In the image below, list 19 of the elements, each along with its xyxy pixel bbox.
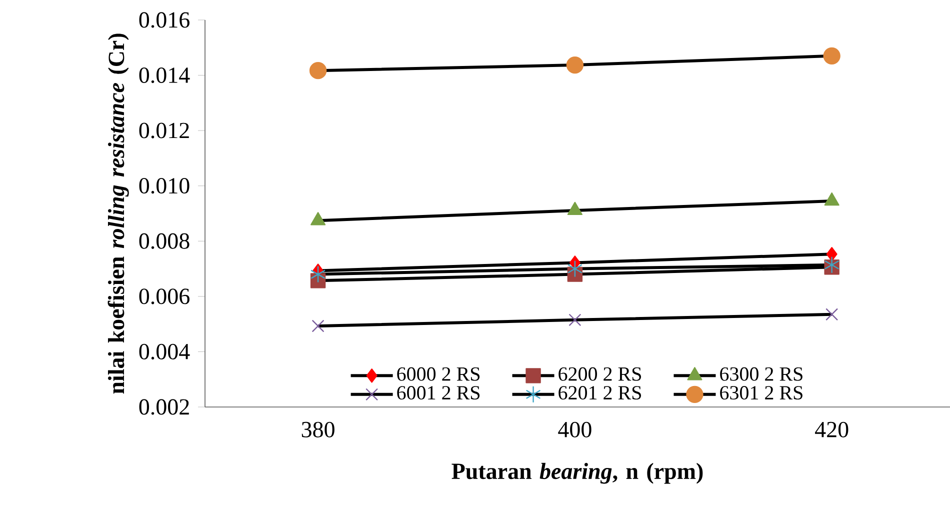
y-tick-label: 0.016: [139, 12, 190, 28]
legend-label: 6200 2 RS: [558, 367, 641, 381]
y-axis-title: nilai koefisien rolling resistance (Cr): [108, 34, 129, 394]
y-tick-label: 0.004: [139, 344, 190, 360]
legend-label: 6000 2 RS: [397, 367, 480, 381]
legend-label: 6300 2 RS: [720, 367, 802, 381]
y-tick-label: 0.006: [139, 288, 190, 304]
y-tick-label: 0.012: [139, 122, 189, 138]
y-tick-label: 0.008: [139, 233, 190, 249]
legend-label: 6001 2 RS: [397, 386, 480, 400]
x-axis-title: Putaran bearing, n (rpm): [452, 462, 703, 484]
x-tick-label: 380: [302, 422, 334, 438]
y-tick-label: 0.002: [139, 399, 189, 415]
y-tick-label: 0.010: [139, 178, 190, 194]
x-tick-label: 420: [815, 422, 848, 438]
legend-label: 6301 2 RS: [720, 386, 802, 400]
y-tick-label: 0.014: [139, 67, 190, 84]
legend-label: 6201 2 RS: [558, 386, 641, 400]
x-tick-label: 400: [558, 422, 592, 438]
